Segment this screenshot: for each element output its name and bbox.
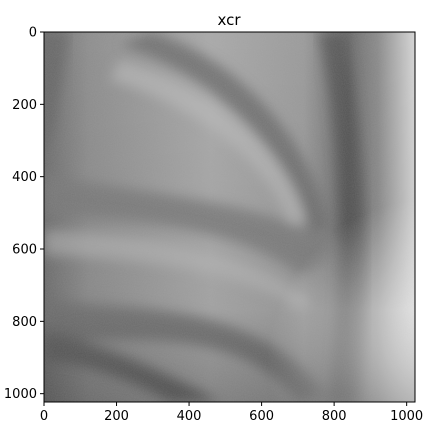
x-axis: 0 200 400 600 800 1000 [40, 402, 423, 424]
figure-title: xcr [217, 11, 241, 29]
x-tick-label: 400 [177, 409, 202, 424]
y-tick-label: 1000 [4, 387, 37, 402]
xray-image [44, 32, 415, 402]
x-tick-label: 200 [104, 409, 129, 424]
x-tick-label: 800 [322, 409, 347, 424]
x-tick-label: 1000 [390, 409, 423, 424]
y-tick-label: 0 [29, 26, 37, 41]
y-tick-label: 400 [12, 170, 37, 185]
x-tick-label: 600 [249, 409, 274, 424]
y-tick-label: 200 [12, 98, 37, 113]
axes-frame [43, 31, 416, 403]
y-tick-label: 600 [12, 243, 37, 258]
y-axis: 0 200 400 600 800 1000 [4, 26, 44, 402]
y-tick-label: 800 [12, 315, 37, 330]
x-tick-label: 0 [40, 409, 48, 424]
